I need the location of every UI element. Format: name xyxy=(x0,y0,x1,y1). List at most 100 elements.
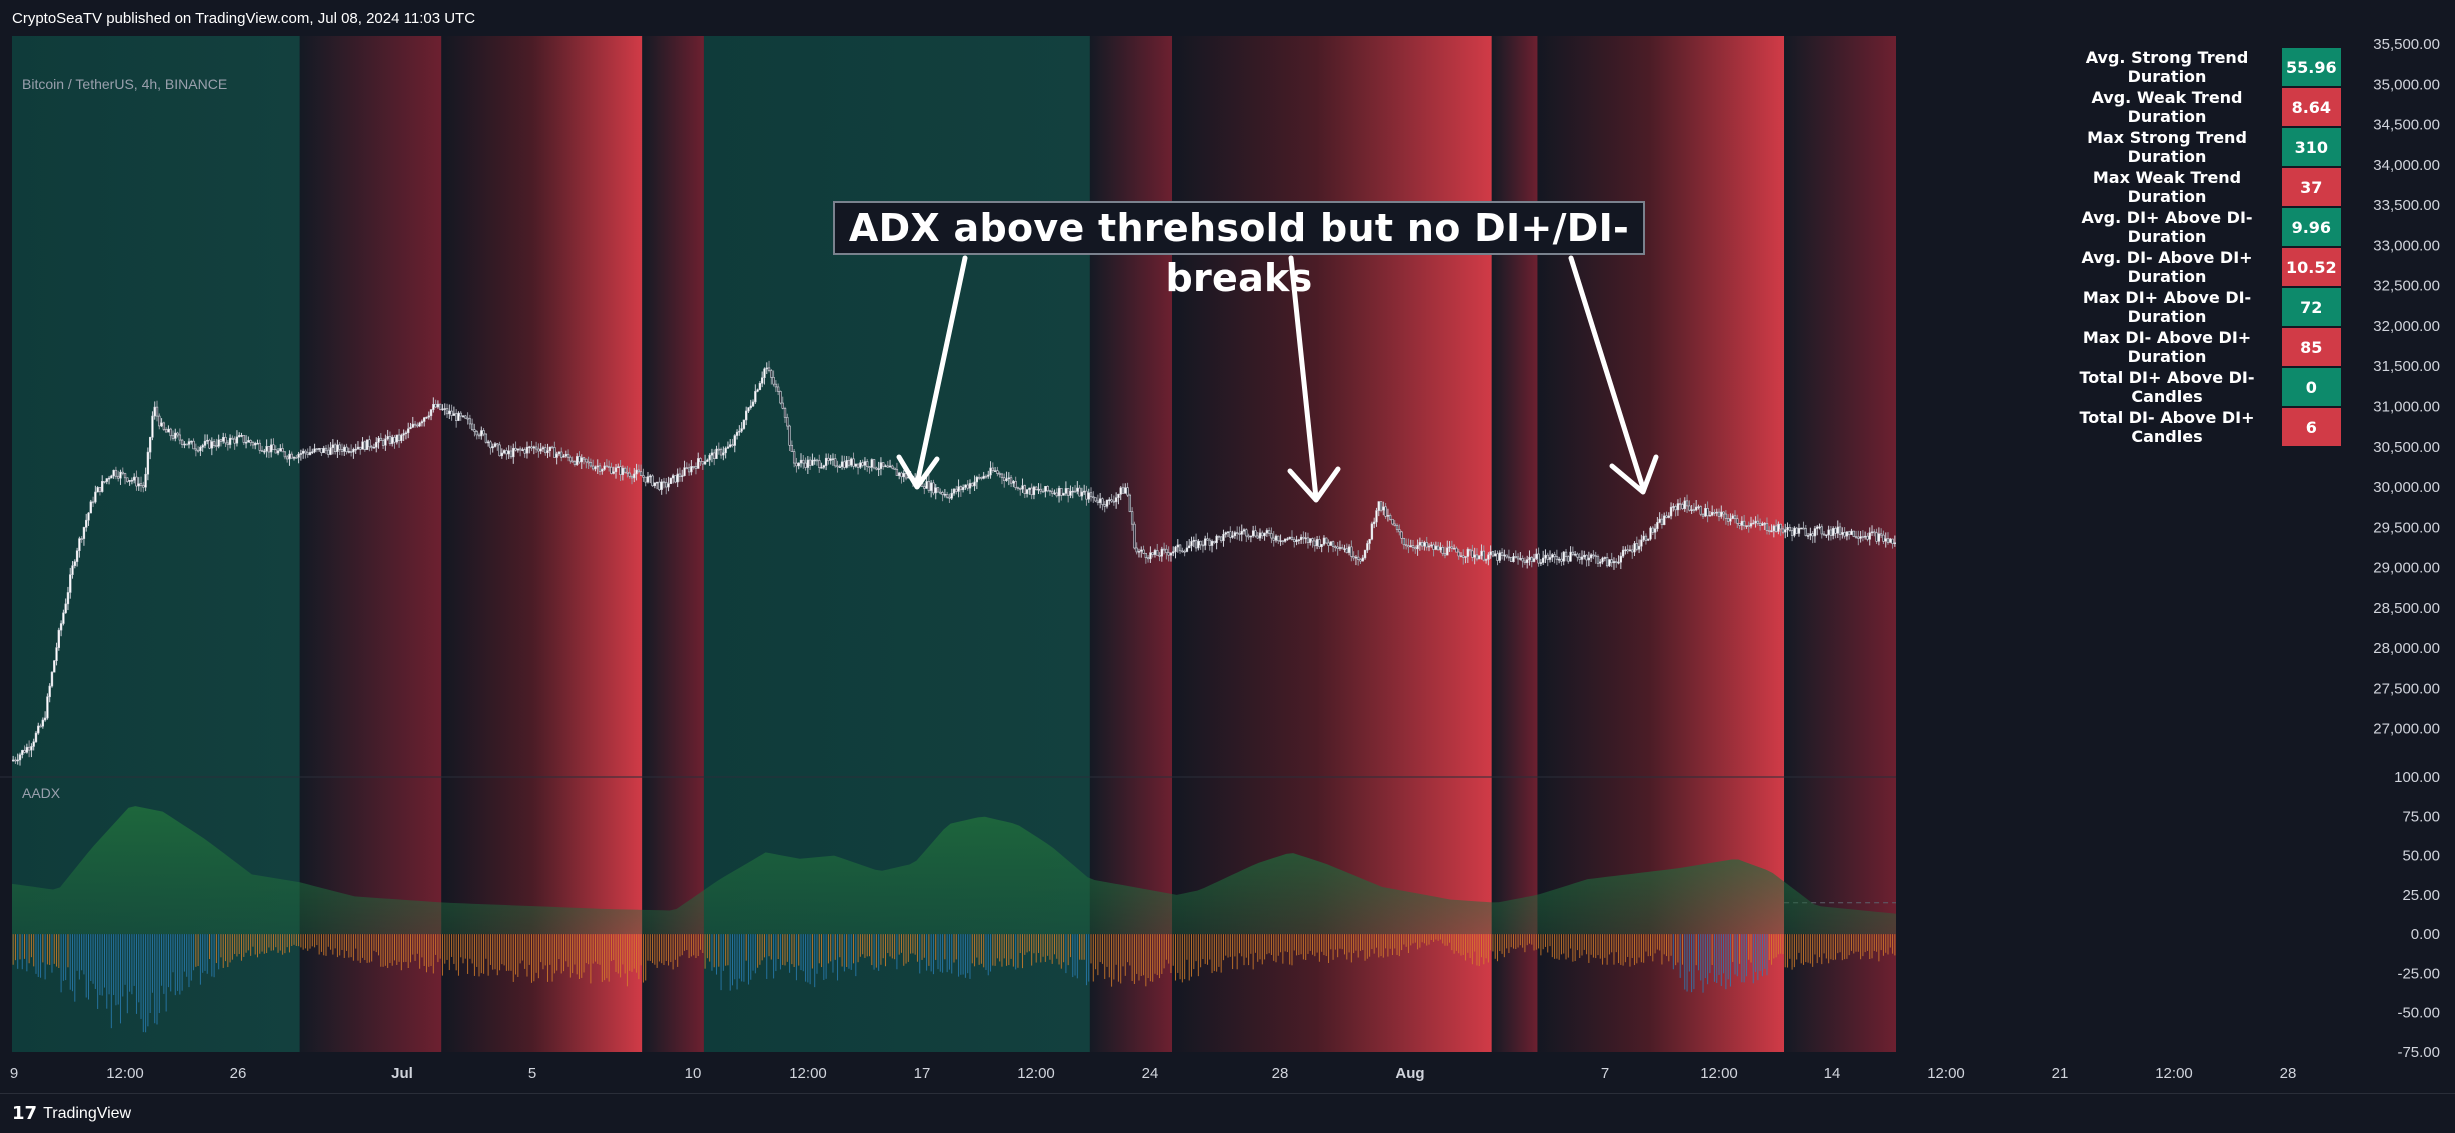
candle-body xyxy=(1667,515,1670,518)
candle-body xyxy=(393,436,396,443)
candle-body xyxy=(1130,511,1134,525)
candle-body xyxy=(379,437,382,441)
price-tick-label: 29,500.00 xyxy=(2373,519,2440,536)
candle-body xyxy=(210,441,213,449)
candle-body xyxy=(139,483,143,486)
candle-body xyxy=(747,407,750,412)
candle-body xyxy=(1530,557,1533,562)
candle-body xyxy=(1644,535,1648,541)
candle-body xyxy=(795,462,798,467)
tradingview-logo[interactable]: 17 TradingView xyxy=(12,1103,131,1124)
candle-body xyxy=(256,442,259,445)
stat-value: 9.96 xyxy=(2282,208,2341,246)
candle-body xyxy=(977,476,981,479)
candle-body xyxy=(457,412,460,421)
time-tick-label: 28 xyxy=(2280,1065,2297,1082)
candle-body xyxy=(1471,550,1474,558)
candle-body xyxy=(235,436,239,444)
candle-body xyxy=(726,446,730,449)
candle-body xyxy=(642,475,645,478)
candle-body xyxy=(1320,544,1323,547)
candle-body xyxy=(1537,553,1540,564)
candle-body xyxy=(1256,535,1259,539)
candle-body xyxy=(564,453,567,457)
stat-value: 85 xyxy=(2282,328,2341,366)
candle-body xyxy=(1854,536,1858,538)
candle-body xyxy=(756,389,759,392)
candle-body xyxy=(306,452,309,455)
candle-body xyxy=(1631,549,1634,553)
candle-body xyxy=(1462,555,1465,558)
candle-body xyxy=(866,461,869,467)
candle-body xyxy=(1023,485,1026,494)
candle-body xyxy=(1222,533,1225,542)
candle-body xyxy=(783,408,787,418)
candle-body xyxy=(57,629,60,648)
candle-body xyxy=(130,479,134,482)
candle-body xyxy=(1836,526,1839,534)
candle-body xyxy=(105,478,108,482)
candle-body xyxy=(112,469,115,477)
candle-body xyxy=(982,475,985,479)
candle-body xyxy=(1617,561,1620,564)
candle-body xyxy=(1688,505,1691,511)
candle-body xyxy=(521,449,524,451)
candle-body xyxy=(1720,511,1723,517)
candle-body xyxy=(1432,544,1435,550)
candle-body xyxy=(1806,535,1810,537)
candle-body xyxy=(829,458,832,461)
candle-body xyxy=(96,487,99,493)
candle-body xyxy=(1589,554,1593,559)
candle-body xyxy=(1777,523,1780,532)
candle-body xyxy=(1003,477,1006,481)
candle-body xyxy=(822,465,826,468)
candle-body xyxy=(505,450,508,455)
candle-body xyxy=(315,448,319,451)
candle-body xyxy=(1393,523,1396,526)
candle-body xyxy=(1551,554,1554,558)
indicator-tick-label: -25.00 xyxy=(2397,965,2440,982)
candle-body xyxy=(1845,531,1849,537)
candle-body xyxy=(1297,539,1300,542)
candle-body xyxy=(397,434,401,442)
candle-body xyxy=(1443,553,1447,556)
candle-body xyxy=(893,467,896,470)
candle-body xyxy=(66,592,70,605)
candle-body xyxy=(1450,546,1454,549)
price-tick-label: 27,500.00 xyxy=(2373,680,2440,697)
candle-body xyxy=(304,450,307,454)
candle-body xyxy=(722,452,725,456)
candle-body xyxy=(1635,543,1638,550)
candle-body xyxy=(1263,532,1266,537)
candle-body xyxy=(461,415,465,418)
price-tick-label: 32,500.00 xyxy=(2373,278,2440,295)
candle-body xyxy=(687,467,691,473)
candle-body xyxy=(562,455,565,458)
candle-body xyxy=(1811,533,1814,537)
candle-body xyxy=(1555,556,1559,560)
candle-body xyxy=(39,725,42,728)
candle-body xyxy=(1679,503,1682,505)
candle-body xyxy=(1802,527,1805,530)
candle-body xyxy=(242,435,245,443)
candle-body xyxy=(1133,523,1136,549)
candle-body xyxy=(886,465,889,468)
candle-body xyxy=(1009,477,1013,484)
candle-body xyxy=(1210,541,1214,546)
candle-body xyxy=(1055,492,1058,497)
candle-body xyxy=(484,433,488,443)
candle-body xyxy=(1272,537,1275,541)
candle-body xyxy=(276,450,280,454)
candle-body xyxy=(1338,547,1342,549)
candle-body xyxy=(153,406,156,417)
stat-value: 0 xyxy=(2282,368,2341,406)
candle-body xyxy=(608,466,611,468)
candle-body xyxy=(745,410,748,421)
candle-body xyxy=(1784,529,1787,533)
candle-body xyxy=(1649,527,1652,540)
candle-body xyxy=(699,458,702,462)
time-tick-label: 7 xyxy=(1601,1065,1609,1082)
stat-value: 6 xyxy=(2282,408,2341,446)
candle-body xyxy=(788,425,791,446)
candle-body xyxy=(532,446,535,449)
